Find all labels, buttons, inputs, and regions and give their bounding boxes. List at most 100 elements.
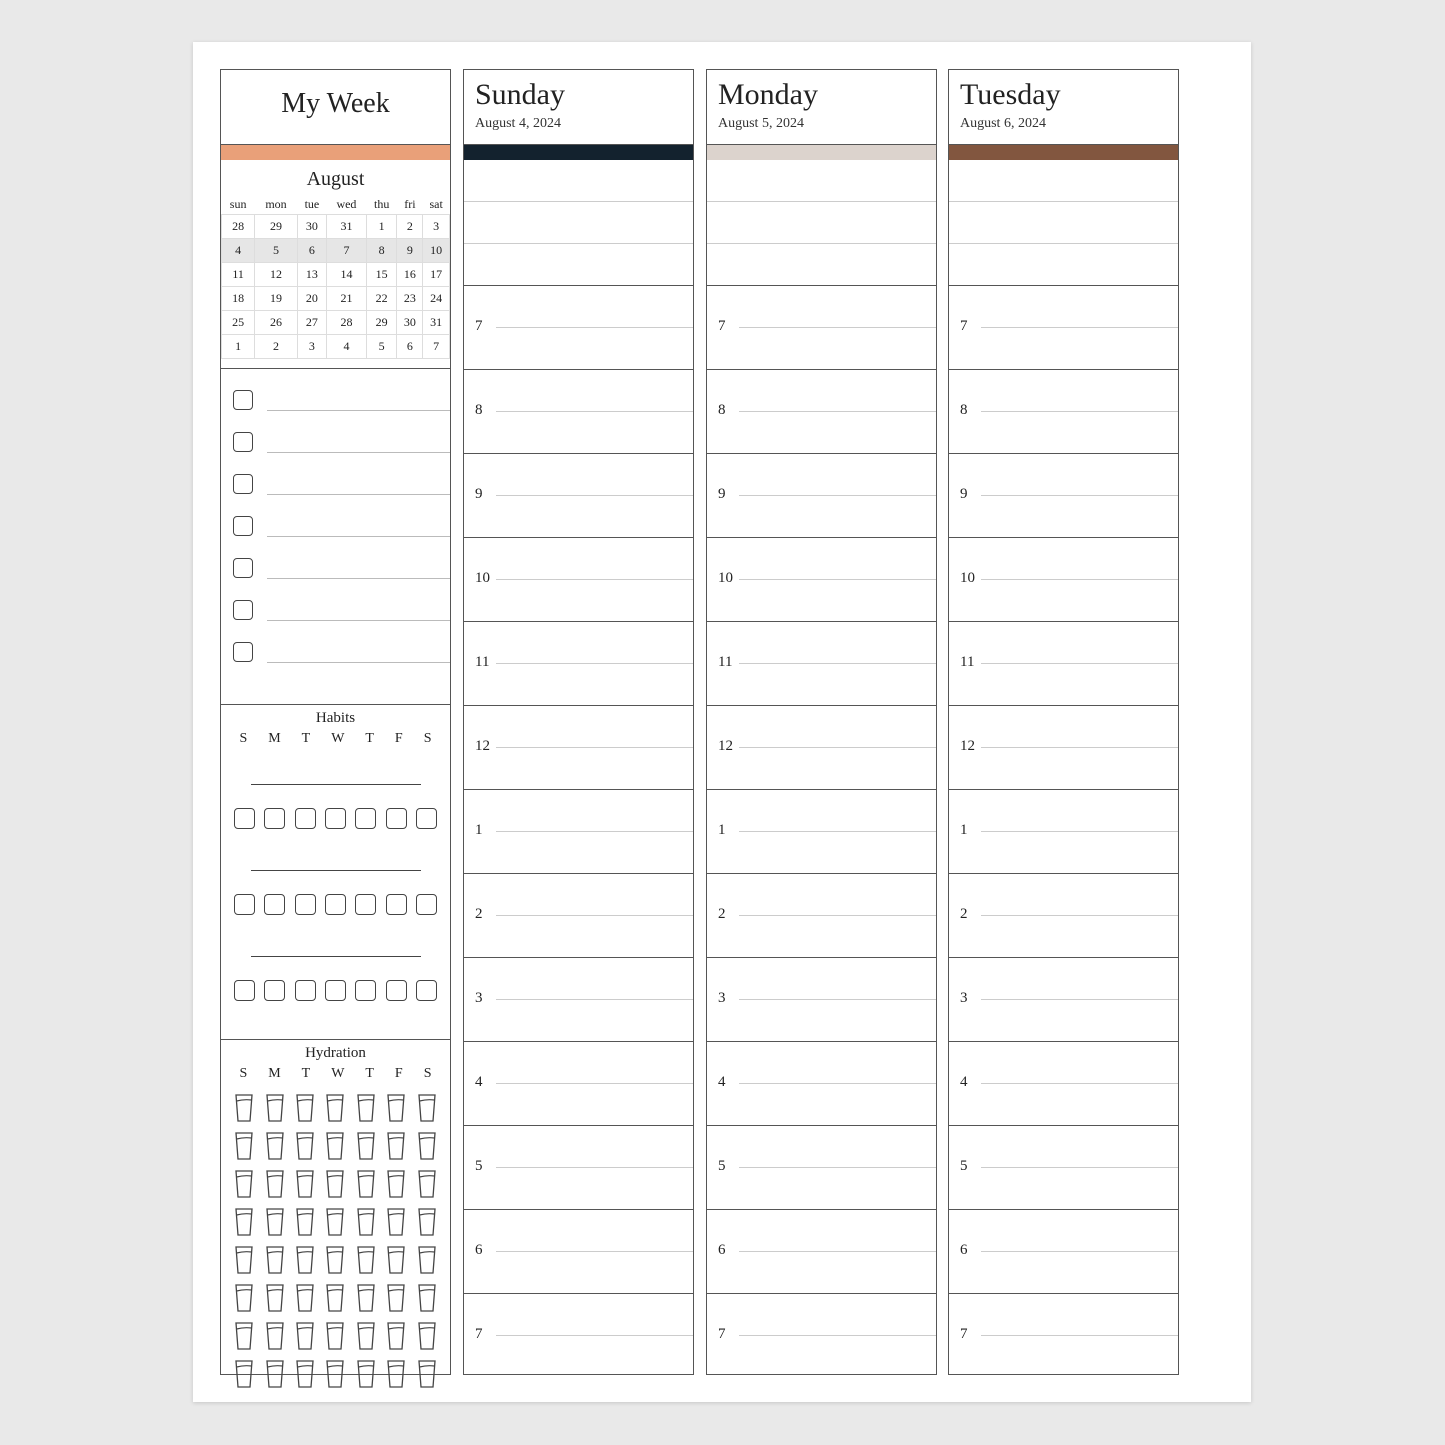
hour-slot[interactable]: 2 [464, 874, 693, 958]
water-glass-icon[interactable] [235, 1246, 253, 1278]
habit-name-line[interactable] [250, 956, 421, 957]
habit-checkbox[interactable] [294, 894, 316, 915]
water-glass-icon[interactable] [296, 1132, 314, 1164]
note-line[interactable] [949, 202, 1178, 244]
water-glass-icon[interactable] [265, 1132, 284, 1164]
calendar-day[interactable]: 24 [422, 285, 450, 311]
water-glass-icon[interactable] [418, 1360, 436, 1392]
water-glass-icon[interactable] [296, 1246, 314, 1278]
water-glass-icon[interactable] [235, 1094, 253, 1126]
habit-checkbox[interactable] [355, 894, 377, 915]
calendar-day[interactable]: 29 [254, 213, 298, 239]
water-glass-icon[interactable] [387, 1284, 406, 1316]
hour-slot[interactable]: 3 [464, 958, 693, 1042]
calendar-day[interactable]: 28 [326, 309, 367, 335]
water-glass-icon[interactable] [326, 1132, 345, 1164]
hour-slot[interactable]: 5 [707, 1126, 936, 1210]
calendar-day[interactable]: 6 [296, 237, 328, 263]
water-glass-icon[interactable] [235, 1208, 253, 1240]
hour-slot[interactable]: 1 [949, 790, 1178, 874]
habit-checkbox[interactable] [264, 808, 286, 829]
calendar-day[interactable]: 29 [365, 309, 398, 335]
habit-checkbox[interactable] [416, 980, 438, 1001]
water-glass-icon[interactable] [265, 1360, 284, 1392]
hour-slot[interactable]: 1 [464, 790, 693, 874]
water-glass-icon[interactable] [357, 1132, 375, 1164]
water-glass-icon[interactable] [357, 1360, 375, 1392]
habit-checkbox[interactable] [355, 980, 377, 1001]
calendar-day[interactable]: 11 [220, 261, 256, 287]
calendar-day[interactable]: 30 [296, 213, 328, 239]
calendar-day[interactable]: 2 [396, 213, 424, 239]
water-glass-icon[interactable] [387, 1170, 406, 1202]
water-glass-icon[interactable] [418, 1284, 436, 1316]
water-glass-icon[interactable] [265, 1246, 284, 1278]
hour-slot[interactable]: 7 [707, 286, 936, 370]
habit-checkbox[interactable] [233, 808, 255, 829]
water-glass-icon[interactable] [418, 1094, 436, 1126]
water-glass-icon[interactable] [357, 1170, 375, 1202]
calendar-day[interactable]: 28 [220, 213, 256, 239]
todo-line[interactable] [267, 452, 450, 453]
calendar-day[interactable]: 19 [254, 285, 298, 311]
habit-checkbox[interactable] [294, 980, 316, 1001]
habit-checkbox[interactable] [324, 894, 346, 915]
hour-slot[interactable]: 12 [707, 706, 936, 790]
calendar-day[interactable]: 7 [326, 237, 367, 263]
water-glass-icon[interactable] [265, 1094, 284, 1126]
calendar-day[interactable]: 9 [396, 237, 424, 263]
hour-slot[interactable]: 5 [949, 1126, 1178, 1210]
water-glass-icon[interactable] [265, 1284, 284, 1316]
water-glass-icon[interactable] [296, 1322, 314, 1354]
todo-line[interactable] [267, 494, 450, 495]
hour-slot[interactable]: 12 [949, 706, 1178, 790]
water-glass-icon[interactable] [326, 1322, 345, 1354]
calendar-day[interactable]: 31 [326, 213, 367, 239]
hour-slot[interactable]: 11 [949, 622, 1178, 706]
hour-slot[interactable]: 6 [949, 1210, 1178, 1294]
todo-line[interactable] [267, 662, 450, 663]
habit-checkbox[interactable] [324, 808, 346, 829]
hour-slot[interactable]: 9 [464, 454, 693, 538]
water-glass-icon[interactable] [357, 1094, 375, 1126]
calendar-day[interactable]: 18 [220, 285, 256, 311]
hour-slot[interactable]: 4 [464, 1042, 693, 1126]
hour-slot[interactable]: 5 [464, 1126, 693, 1210]
hour-slot[interactable]: 11 [707, 622, 936, 706]
hour-slot[interactable]: 10 [464, 538, 693, 622]
water-glass-icon[interactable] [265, 1208, 284, 1240]
water-glass-icon[interactable] [235, 1132, 253, 1164]
note-line[interactable] [707, 244, 936, 286]
hour-slot[interactable]: 12 [464, 706, 693, 790]
water-glass-icon[interactable] [418, 1246, 436, 1278]
habit-checkbox[interactable] [385, 980, 407, 1001]
hour-slot[interactable]: 8 [707, 370, 936, 454]
calendar-day[interactable]: 6 [396, 333, 424, 359]
checkbox[interactable] [233, 390, 253, 410]
hour-slot[interactable]: 3 [949, 958, 1178, 1042]
calendar-day[interactable]: 12 [254, 261, 298, 287]
water-glass-icon[interactable] [357, 1208, 375, 1240]
note-line[interactable] [949, 160, 1178, 202]
water-glass-icon[interactable] [235, 1322, 253, 1354]
hour-slot[interactable]: 7 [464, 286, 693, 370]
calendar-day[interactable]: 13 [296, 261, 328, 287]
hour-slot[interactable]: 4 [949, 1042, 1178, 1126]
calendar-day[interactable]: 26 [254, 309, 298, 335]
hour-slot[interactable]: 6 [464, 1210, 693, 1294]
todo-line[interactable] [267, 620, 450, 621]
water-glass-icon[interactable] [326, 1208, 345, 1240]
calendar-day[interactable]: 5 [254, 237, 298, 263]
calendar-day[interactable]: 4 [326, 333, 367, 359]
note-line[interactable] [464, 160, 693, 202]
water-glass-icon[interactable] [265, 1170, 284, 1202]
habit-checkbox[interactable] [233, 980, 255, 1001]
todo-line[interactable] [267, 410, 450, 411]
todo-line[interactable] [267, 536, 450, 537]
hour-slot[interactable]: 2 [949, 874, 1178, 958]
water-glass-icon[interactable] [326, 1094, 345, 1126]
calendar-day[interactable]: 10 [422, 237, 450, 263]
water-glass-icon[interactable] [296, 1208, 314, 1240]
habit-checkbox[interactable] [416, 894, 438, 915]
hour-slot[interactable]: 8 [949, 370, 1178, 454]
